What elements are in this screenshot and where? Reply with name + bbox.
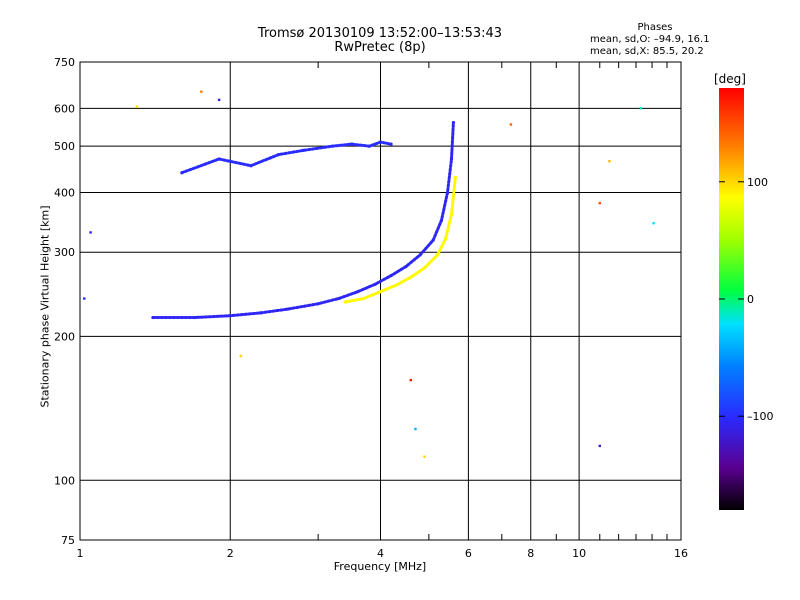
- echo-point: [200, 90, 203, 93]
- echo-trace-point: [356, 290, 360, 294]
- echo-trace-point: [285, 307, 289, 311]
- x-tick-label: 2: [227, 547, 234, 560]
- echo-point: [598, 444, 601, 448]
- y-tick-label: 500: [54, 140, 75, 153]
- x-tick-label: 1: [77, 547, 84, 560]
- echo-trace-point: [439, 218, 444, 222]
- echo-trace-point: [258, 311, 263, 315]
- y-tick-label: 300: [54, 246, 75, 259]
- y-tick-label: 750: [54, 56, 75, 69]
- phase-stats-heading: Phases: [637, 22, 673, 33]
- echo-point: [639, 107, 643, 110]
- colorbar-tick-label: –100: [747, 410, 774, 423]
- echo-point: [135, 105, 139, 108]
- echo-trace-point: [217, 157, 221, 161]
- echo-trace-point: [337, 296, 341, 301]
- y-axis-ticks: 75 100 200 300 400 500 600 750: [54, 56, 75, 547]
- echo-trace-point: [378, 290, 383, 294]
- echo-trace-point: [277, 153, 281, 157]
- echo-point: [598, 201, 601, 205]
- y-axis-label: Stationary phase Virtual Height [km]: [38, 205, 52, 408]
- echo-point: [217, 98, 221, 102]
- echo-points: [83, 90, 655, 458]
- echo-trace-point: [451, 121, 456, 125]
- y-tick-label: 400: [54, 186, 75, 199]
- echo-trace-point: [180, 171, 184, 175]
- echo-trace-point: [422, 266, 427, 270]
- echo-trace-point: [316, 302, 320, 306]
- echo-point: [414, 427, 417, 431]
- echo-trace-point: [301, 148, 305, 152]
- echo-trace: [180, 140, 393, 175]
- x-axis-ticks: 1 2 4 6 8 10 16: [77, 62, 688, 560]
- colorbar-ticks: 100 0 –100: [719, 176, 774, 423]
- echo-trace-point: [435, 253, 439, 257]
- echo-trace-point: [373, 282, 377, 286]
- phase-stats-x: mean, sd,X: 85.5, 20.2: [590, 46, 704, 57]
- echo-point: [509, 123, 513, 126]
- x-tick-label: 10: [572, 547, 586, 560]
- echo-trace-point: [404, 264, 408, 269]
- echo-trace-point: [394, 283, 398, 287]
- echo-trace-point: [367, 144, 371, 148]
- y-tick-label: 600: [54, 102, 75, 115]
- colorbar-tick-label: 100: [747, 176, 768, 189]
- echo-point: [409, 378, 412, 382]
- x-tick-label: 4: [377, 547, 384, 560]
- echo-trace-point: [389, 274, 393, 278]
- echo-point: [423, 455, 426, 458]
- echo-trace-point: [151, 315, 155, 320]
- y-tick-label: 200: [54, 330, 75, 343]
- echo-trace-point: [330, 144, 334, 148]
- echo-point: [239, 354, 243, 358]
- echo-point: [83, 297, 86, 300]
- chart-subtitle: RwPretec (8p): [334, 40, 426, 55]
- y-tick-label: 100: [54, 474, 75, 487]
- echo-trace-point: [249, 164, 253, 168]
- echo-trace-point: [193, 315, 197, 320]
- x-tick-label: 8: [527, 547, 534, 560]
- x-tick-label: 6: [465, 547, 472, 560]
- echo-trace-point: [389, 142, 393, 146]
- echo-trace-point: [431, 238, 435, 242]
- echo-trace-point: [362, 296, 366, 301]
- echo-trace-point: [343, 300, 347, 304]
- echo-point: [652, 222, 655, 225]
- x-axis-label: Frequency [MHz]: [333, 560, 427, 573]
- echo-traces: [151, 121, 457, 320]
- echo-trace-point: [228, 314, 232, 318]
- chart-title: Tromsø 20130109 13:52:00–13:53:43: [257, 26, 503, 41]
- echo-trace-point: [443, 237, 448, 241]
- echo-trace-point: [449, 157, 454, 161]
- echo-trace-point: [418, 253, 422, 257]
- echo-trace-point: [445, 190, 450, 195]
- echo-trace-point: [449, 212, 454, 216]
- y-tick-label: 75: [61, 534, 75, 547]
- echo-point: [89, 231, 92, 234]
- echo-trace-point: [409, 275, 413, 279]
- echo-trace-point: [378, 140, 383, 144]
- echo-trace-point: [349, 142, 354, 146]
- echo-trace-point: [453, 175, 457, 180]
- phase-stats-o: mean, sd,O: –94.9, 16.1: [590, 34, 710, 45]
- x-tick-label: 16: [674, 547, 688, 560]
- colorbar-unit: [deg]: [714, 72, 746, 86]
- echo-point: [608, 160, 611, 163]
- colorbar-tick-label: 0: [747, 293, 754, 306]
- echo-trace: [343, 176, 457, 304]
